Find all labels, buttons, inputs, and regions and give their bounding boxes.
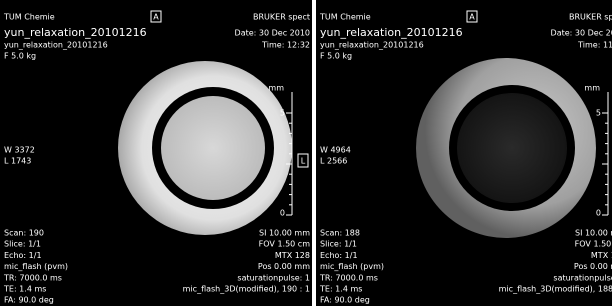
institution: TUM Chemie bbox=[3, 13, 55, 22]
geometry-info: saturationpulse: 1 bbox=[237, 273, 310, 282]
study-name: yun_relaxation_20101216 bbox=[4, 26, 147, 39]
ruler-top: 5 bbox=[596, 109, 601, 118]
ruler-top: 5 bbox=[280, 109, 285, 118]
panel: TUM Chemie yun_relaxation_20101216 yun_rel… bbox=[0, 0, 312, 306]
geometry-info: MTX 128 bbox=[591, 251, 612, 260]
scan-info: FA: 90.0 deg bbox=[320, 296, 370, 305]
side-marker: L bbox=[301, 157, 306, 166]
scan-info: mic_flash (pvm) bbox=[320, 262, 384, 271]
panel: TUM Chemie yun_relaxation_20101216 yun_rel… bbox=[316, 0, 612, 306]
scan-info: FA: 90.0 deg bbox=[4, 296, 54, 305]
scan-info: Slice: 1/1 bbox=[320, 240, 357, 249]
window-width: W 3372 bbox=[4, 146, 35, 155]
time: Time: 12:32 bbox=[261, 41, 310, 50]
geometry-info: Pos 0.00 mm bbox=[258, 262, 310, 271]
geometry-info: SI 10.00 mm bbox=[259, 229, 310, 238]
geometry-info: Pos 0.00 mm bbox=[574, 262, 612, 271]
date: Date: 30 Dec 2010 bbox=[235, 29, 310, 38]
study-sub: yun_relaxation_20101216 bbox=[320, 41, 424, 50]
scanner: BRUKER spect bbox=[253, 13, 310, 22]
study-sub: yun_relaxation_20101216 bbox=[4, 41, 108, 50]
study-name: yun_relaxation_20101216 bbox=[320, 26, 463, 39]
window-width: W 4964 bbox=[320, 146, 351, 155]
scan-info: Echo: 1/1 bbox=[320, 251, 358, 260]
ruler-bottom: 0 bbox=[280, 209, 285, 218]
time: Time: 11:58 bbox=[577, 41, 612, 50]
scan-info: TR: 7000.0 ms bbox=[3, 273, 62, 282]
weight: F 5.0 kg bbox=[320, 52, 352, 61]
ruler-bottom: 0 bbox=[596, 209, 601, 218]
geometry-info: MTX 128 bbox=[275, 251, 310, 260]
scan-info: mic_flash (pvm) bbox=[4, 262, 68, 271]
scan-info: TE: 1.4 ms bbox=[319, 285, 362, 294]
window-level: L 1743 bbox=[4, 157, 31, 166]
date: Date: 30 Dec 2010 bbox=[551, 29, 612, 38]
scan-info: TE: 1.4 ms bbox=[3, 285, 46, 294]
scan-info: Echo: 1/1 bbox=[4, 251, 42, 260]
geometry-info: mic_flash_3D(modified), 188 : 1 bbox=[499, 285, 612, 294]
ruler-unit: mm bbox=[584, 84, 600, 93]
ruler-unit: mm bbox=[268, 84, 284, 93]
geometry-info: SI 10.00 mm bbox=[575, 229, 612, 238]
scan-info: Scan: 188 bbox=[320, 229, 360, 238]
scan-info: Slice: 1/1 bbox=[4, 240, 41, 249]
scanner: BRUKER spect bbox=[569, 13, 612, 22]
orientation-marker: A bbox=[469, 13, 475, 22]
geometry-info: FOV 1.50 cm bbox=[259, 240, 311, 249]
viewer: TUM Chemie yun_relaxation_20101216 yun_rel… bbox=[0, 0, 612, 306]
scan-info: Scan: 190 bbox=[4, 229, 44, 238]
orientation-marker: A bbox=[153, 13, 159, 22]
institution: TUM Chemie bbox=[319, 13, 371, 22]
scan-info: TR: 7000.0 ms bbox=[319, 273, 378, 282]
geometry-info: mic_flash_3D(modified), 190 : 1 bbox=[183, 285, 310, 294]
geometry-info: saturationpulse: 1 bbox=[553, 273, 612, 282]
weight: F 5.0 kg bbox=[4, 52, 36, 61]
window-level: L 2566 bbox=[320, 157, 347, 166]
geometry-info: FOV 1.50 cm bbox=[575, 240, 612, 249]
